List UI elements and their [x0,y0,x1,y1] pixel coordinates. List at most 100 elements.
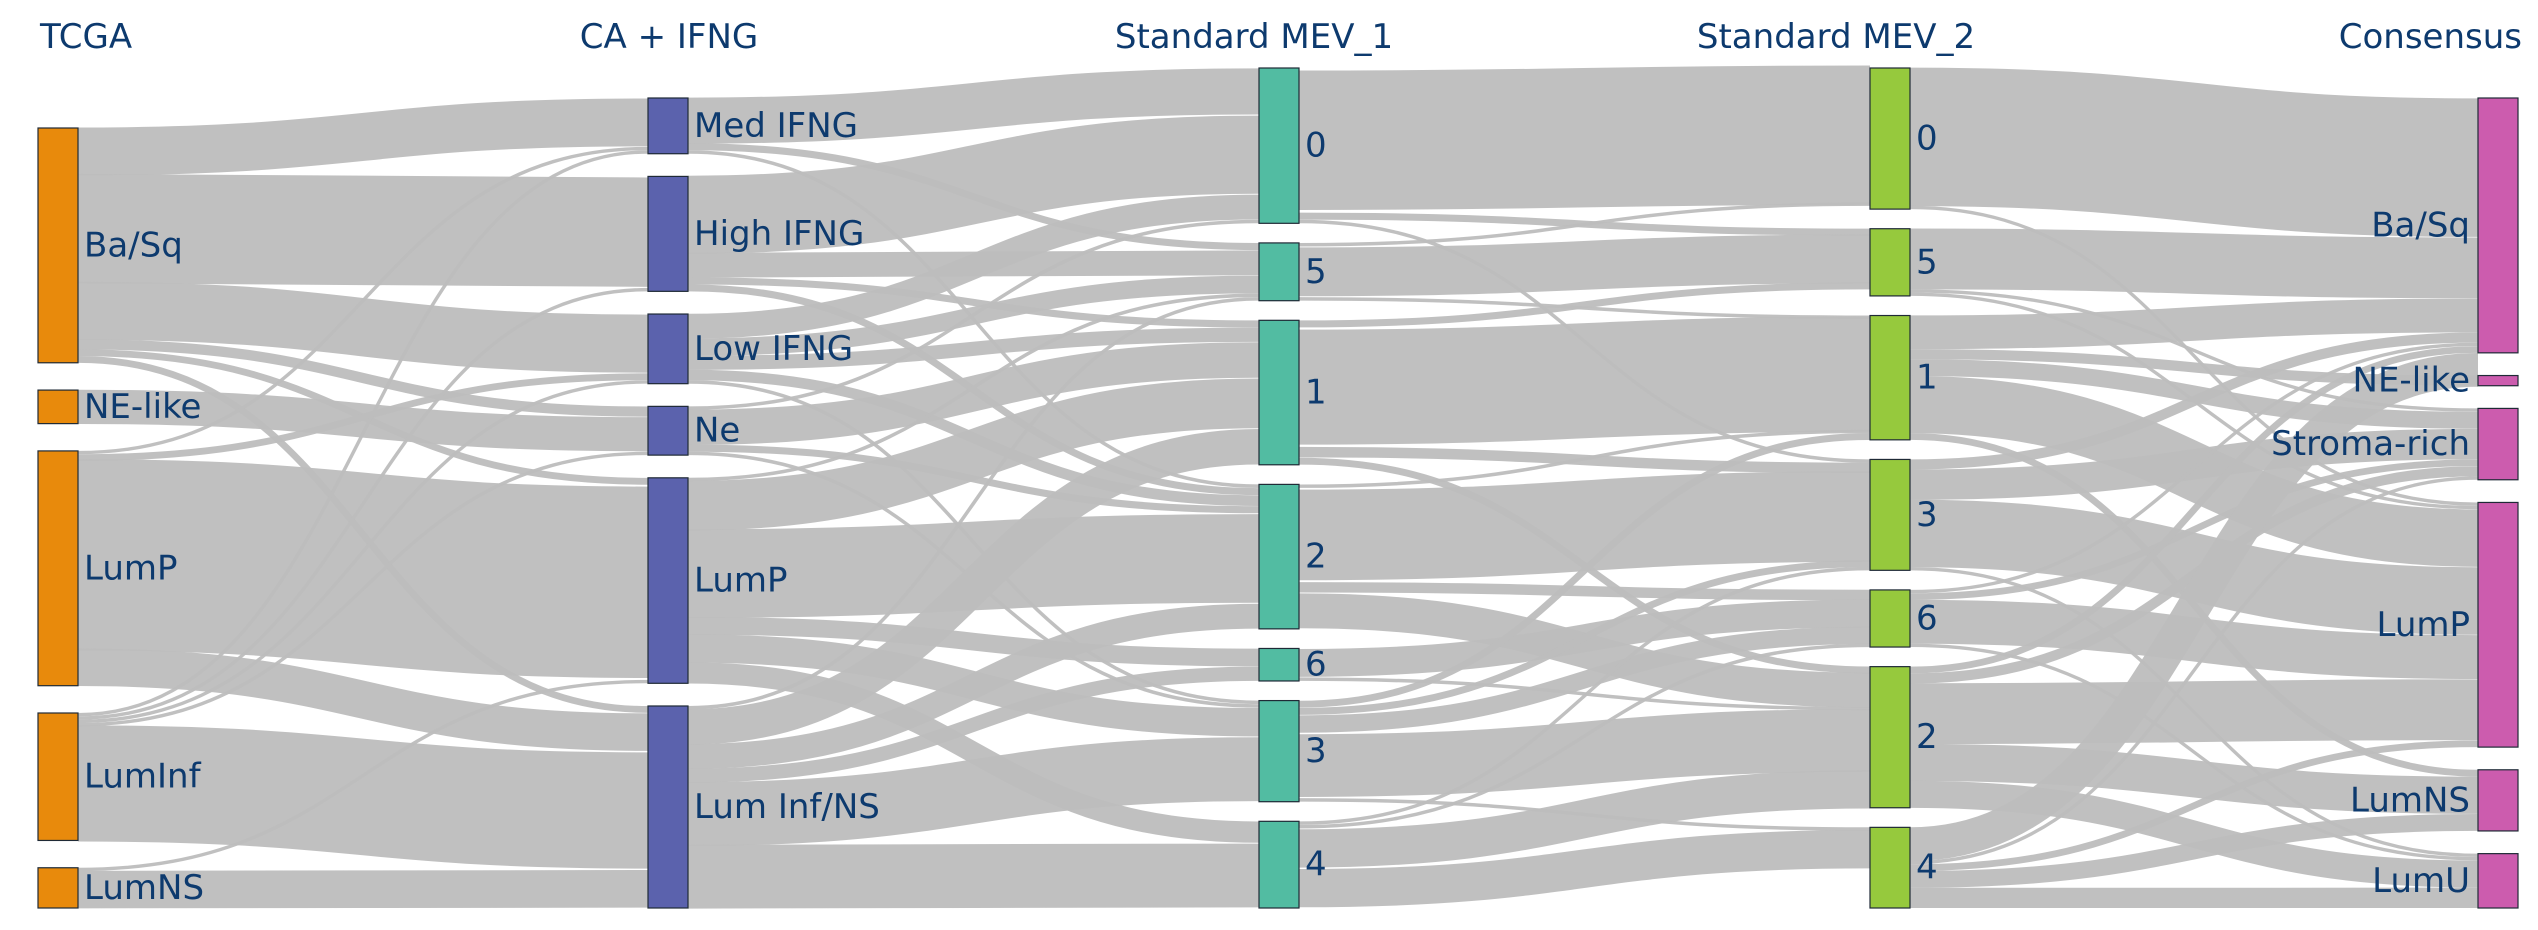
sankey-link [1909,67,2479,237]
sankey-link [687,737,1260,846]
sankey-link [687,68,1260,144]
sankey-node [1258,483,1300,630]
sankey-node-label: 3 [1916,495,1938,535]
sankey-node [647,705,689,909]
sankey-link [77,648,649,751]
sankey-link [1909,342,2479,594]
sankey-link [77,339,649,417]
sankey-link [687,428,1260,745]
sankey-link [77,725,649,869]
sankey-link [1909,476,2479,865]
sankey-node-label: Ba/Sq [2371,205,2470,245]
sankey-node [37,450,79,687]
sankey-link [687,603,1260,769]
sankey-link [1909,359,2479,429]
sankey-node-label: LumP [84,548,178,588]
sankey-link [1298,709,1871,797]
sankey-link [1298,626,1871,733]
sankey-node [37,127,79,364]
sankey-link [1909,643,2479,861]
sankey-node [2477,853,2519,909]
sankey-link [77,173,649,287]
sankey-link [687,293,1260,482]
sankey-node-label: Low IFNG [694,329,853,369]
sankey-link [1298,202,1871,247]
sankey-link [1298,582,1871,601]
sankey-link [77,287,649,720]
sankey-node-label: Lum Inf/NS [694,787,880,827]
sankey-node [1258,67,1300,224]
sankey-link [77,451,649,727]
sankey-link [687,327,1260,370]
sankey-link [1909,352,2479,862]
sankey-node [1258,242,1300,302]
sankey-node [2477,501,2519,748]
sankey-link [77,146,649,455]
sankey-node [1869,826,1911,909]
sankey-link [1909,814,2479,888]
sankey-node-label: Ne [694,411,740,451]
sankey-link [77,281,649,373]
sankey-node-label: LumNS [2350,780,2470,820]
sankey-link [687,115,1260,254]
sankey-node [647,97,689,155]
sankey-link [687,662,1260,843]
column-title: Consensus [2339,17,2522,57]
sankey-node [1258,820,1300,909]
sankey-node-label: 0 [1916,119,1938,159]
sankey-node [1869,228,1911,297]
sankey-node-label: 6 [1916,598,1938,638]
sankey-node-label: 6 [1305,645,1327,685]
sankey-node [1258,647,1300,682]
sankey-node [647,405,689,456]
sankey-link [1298,560,1871,715]
sankey-node [647,477,689,684]
sankey-node-label: 2 [1916,717,1938,757]
sankey-node-label: 4 [1916,848,1938,888]
sankey-node-label: Ba/Sq [84,225,183,265]
sankey-node [2477,374,2519,387]
sankey-link [1909,332,2479,470]
sankey-node-label: 5 [1305,252,1327,292]
sankey-link [687,219,1260,410]
sankey-node-label: High IFNG [694,214,864,254]
sankey-link [1909,459,2479,601]
sankey-link [1909,743,2479,814]
sankey-link [77,150,649,717]
column-title: Standard MEV_1 [1115,17,1393,57]
sankey-link [1298,566,1871,825]
sankey-node-label: 4 [1305,845,1327,885]
sankey-link [1298,282,1871,328]
sankey-link [77,373,649,462]
sankey-node-label: NE-like [2353,361,2470,401]
sankey-link [1298,234,1871,297]
sankey-link [687,194,1260,339]
sankey-node-label: Stroma-rich [2271,424,2470,464]
sankey-node-label: 1 [1305,373,1327,413]
sankey-link [1909,740,2479,872]
sankey-node [1258,319,1300,466]
sankey-link [1298,432,1871,708]
sankey-node-label: LumInf [84,757,202,797]
sankey-node-label: LumU [2372,861,2470,901]
sankey-link [1909,346,2479,674]
sankey-link [77,98,649,176]
sankey-node-label: 5 [1916,242,1938,282]
sankey-node-label: 0 [1305,126,1327,166]
sankey-link [1909,298,2479,350]
titles-layer: TCGA CA + IFNG Standard MEV_1 Standard MEV_… [39,17,2522,57]
sankey-link [77,870,649,909]
sankey-node [647,313,689,385]
sankey-node [2477,407,2519,481]
sankey-node-label: LumP [2376,605,2470,645]
sankey-link [1909,679,2479,745]
sankey-link [1909,780,2479,888]
sankey-node [2477,97,2519,354]
links-layer [77,65,2479,909]
sankey-node [37,867,79,909]
column-title: TCGA [39,17,132,57]
sankey-link [687,297,1260,710]
sankey-node [1869,67,1911,210]
sankey-link [687,843,1260,909]
